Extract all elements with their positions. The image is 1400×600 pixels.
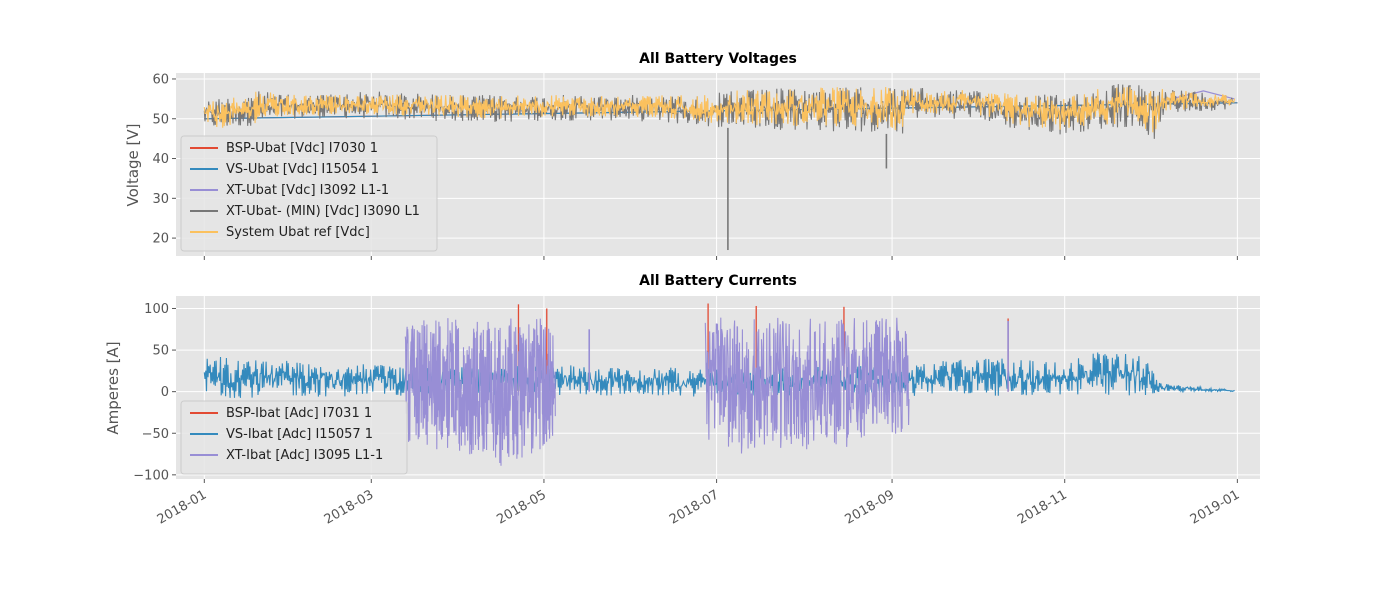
voltage-series-4	[203, 86, 1236, 133]
current-series-area	[203, 303, 1235, 466]
xtick-label-6: 2019-01	[1188, 487, 1243, 527]
current-series-2	[404, 317, 1009, 466]
voltage-legend: BSP-Ubat [Vdc] I7030 1 VS-Ubat [Vdc] I150…	[180, 135, 438, 252]
voltage-legend-label-2: XT-Ubat [Vdc] I3092 L1-1	[226, 183, 389, 198]
voltage-ytick-label-3: 50	[152, 112, 169, 127]
current-y-ticks: −100 −50 0 50 100	[133, 302, 176, 483]
xtick-label-5: 2018-11	[1015, 487, 1070, 527]
current-series-2-block-0	[404, 318, 556, 466]
voltage-x-ticks	[203, 256, 1238, 260]
voltage-series-4-line	[203, 86, 1236, 133]
xtick-label-2: 2018-05	[494, 487, 549, 527]
current-legend-label-1: VS-Ibat [Adc] I15057 1	[226, 427, 373, 442]
voltage-ytick-label-4: 60	[152, 72, 169, 87]
voltage-title: All Battery Voltages	[639, 51, 797, 67]
current-ytick-label-0: −100	[133, 468, 169, 483]
current-ytick-label-1: −50	[142, 427, 169, 442]
current-legend-label-2: XT-Ibat [Adc] I3095 L1-1	[226, 448, 383, 463]
current-legend-frame	[180, 400, 408, 475]
current-series-2-block-1	[704, 317, 910, 454]
current-ytick-label-3: 50	[152, 344, 169, 359]
current-title: All Battery Currents	[639, 273, 797, 289]
current-legend-label-0: BSP-Ibat [Adc] I7031 1	[226, 406, 372, 421]
voltage-ytick-label-2: 40	[152, 152, 169, 167]
xtick-label-1: 2018-03	[322, 487, 377, 527]
voltage-y-ticks: 20 30 40 50 60	[152, 72, 176, 247]
voltage-legend-label-3: XT-Ubat- (MIN) [Vdc] I3090 L1	[226, 204, 420, 219]
voltage-legend-frame	[180, 135, 438, 252]
voltage-legend-label-4: System Ubat ref [Vdc]	[226, 225, 370, 240]
xtick-label-3: 2018-07	[667, 487, 722, 527]
xtick-label-0: 2018-01	[155, 487, 210, 527]
voltage-ytick-label-1: 30	[152, 192, 169, 207]
voltage-legend-label-1: VS-Ubat [Vdc] I15054 1	[226, 162, 379, 177]
current-legend: BSP-Ibat [Adc] I7031 1 VS-Ibat [Adc] I150…	[180, 400, 408, 475]
current-ytick-label-4: 100	[144, 302, 169, 317]
voltage-ytick-label-0: 20	[152, 232, 169, 247]
voltage-panel: 20 30 40 50 60 All Battery Voltages Voltage …	[124, 51, 1260, 260]
voltage-ylabel: Voltage [V]	[124, 124, 142, 207]
current-ytick-label-2: 0	[161, 385, 169, 400]
current-ylabel: Amperes [A]	[104, 341, 122, 434]
voltage-legend-label-0: BSP-Ubat [Vdc] I7030 1	[226, 141, 378, 156]
voltage-series-area	[203, 84, 1238, 251]
current-x-ticks: 2018-01 2018-03 2018-05 2018-07 2018-09 2018-…	[155, 479, 1243, 528]
xtick-label-4: 2018-09	[843, 487, 898, 527]
